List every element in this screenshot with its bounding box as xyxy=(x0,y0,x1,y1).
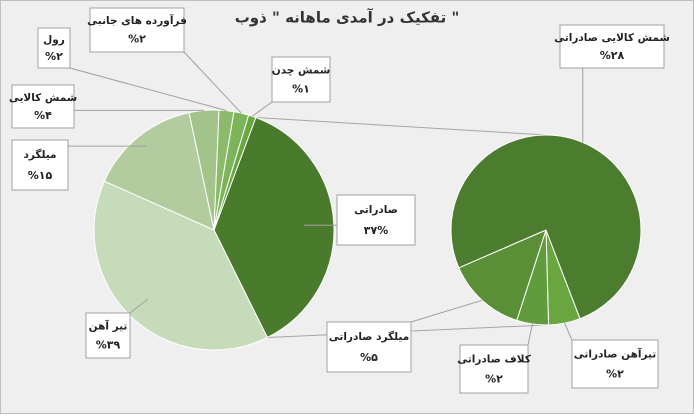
category-label: کلاف صادراتی xyxy=(457,353,532,365)
category-label: فرآورده های جانبی xyxy=(87,14,187,27)
labels: صادراتی ۳۷% تیر آهن %۳۹ میلگرد %۱۵ شمش کالایی%… xyxy=(9,7,670,394)
value-label: %۵ xyxy=(360,351,378,364)
value-label: %۱۵ xyxy=(28,169,53,182)
value-label: %۱ xyxy=(292,82,310,95)
value-label: %۲ xyxy=(485,373,503,386)
label-box xyxy=(571,339,659,389)
leader-line xyxy=(564,322,573,341)
category-label: شمش کالایی xyxy=(9,92,77,104)
category-label: تیر آهن xyxy=(89,320,128,333)
category-label: میلگرد صادراتی xyxy=(329,330,409,343)
label-box xyxy=(85,312,131,359)
value-label: %۳۹ xyxy=(96,338,121,351)
label-box xyxy=(326,321,412,373)
leader-line xyxy=(527,323,533,346)
leader-line xyxy=(410,299,483,323)
value-label: %۲۸ xyxy=(600,49,625,62)
leader-line xyxy=(251,101,273,117)
category-label: شمش چدن xyxy=(272,65,330,77)
label-box xyxy=(11,84,75,129)
leader-line xyxy=(69,67,227,112)
value-label: %۲ xyxy=(128,33,146,46)
pie-slice xyxy=(458,229,547,322)
chart-title: تفکیک در آمدی ماهانه " ذوب " xyxy=(235,9,460,27)
value-label: %۴ xyxy=(34,109,52,122)
label-box xyxy=(271,56,331,103)
label-box xyxy=(11,139,69,191)
label-box xyxy=(89,7,185,53)
value-label: ۳۷% xyxy=(364,224,388,237)
category-label: تیرآهن صادراتی xyxy=(574,347,656,360)
value-label: %۲ xyxy=(606,368,624,381)
connector-line xyxy=(255,117,547,136)
category-label: صادراتی xyxy=(354,204,398,216)
label-box xyxy=(559,24,665,69)
leader-line xyxy=(183,51,242,114)
label-box xyxy=(459,344,529,394)
label-box xyxy=(37,27,71,69)
category-label: رول xyxy=(43,34,65,46)
value-label: %۲ xyxy=(45,50,63,63)
pie-slice xyxy=(213,116,335,339)
pie-slice xyxy=(103,112,215,231)
category-label: میلگرد xyxy=(23,148,56,161)
leader-line xyxy=(129,298,148,314)
label-box xyxy=(336,194,416,246)
category-label: شمش کالایی صادراتی xyxy=(554,32,670,44)
